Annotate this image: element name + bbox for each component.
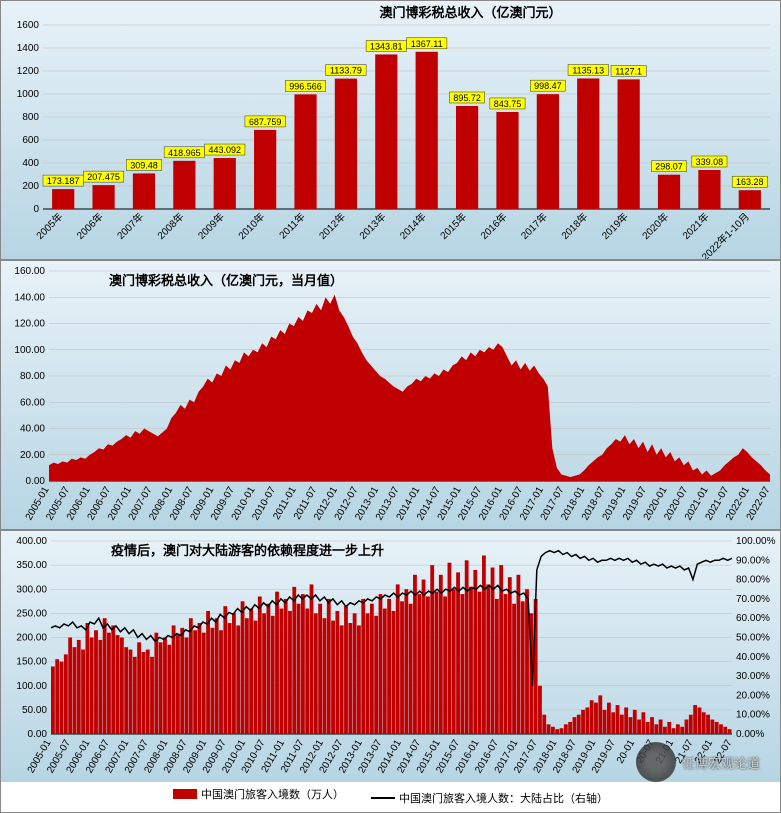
svg-text:418.965: 418.965: [168, 148, 201, 158]
chart3-svg: 0.0050.00100.00150.00200.00250.00300.003…: [1, 531, 780, 782]
svg-text:1133.79: 1133.79: [330, 66, 362, 76]
svg-text:996.566: 996.566: [289, 81, 322, 91]
legend-line-label: 中国澳门旅客入境人数：大陆占比（右轴）: [399, 790, 608, 806]
chart3-legend: 中国澳门旅客入境数（万人） 中国澳门旅客入境人数：大陆占比（右轴）: [1, 782, 780, 810]
svg-text:163.28: 163.28: [736, 177, 764, 187]
svg-text:140.00: 140.00: [14, 292, 45, 303]
svg-text:895.72: 895.72: [453, 93, 481, 103]
svg-text:100.00: 100.00: [16, 681, 47, 692]
svg-text:1367.11: 1367.11: [411, 39, 443, 49]
legend-bar-label: 中国澳门旅客入境数（万人）: [201, 786, 344, 802]
svg-text:150.00: 150.00: [16, 657, 47, 668]
svg-text:309.48: 309.48: [130, 160, 158, 170]
chart2-panel: 0.0020.0040.0060.0080.00100.00120.00140.…: [0, 260, 781, 530]
svg-text:339.08: 339.08: [696, 157, 724, 167]
svg-text:1343.81: 1343.81: [370, 41, 403, 51]
legend-bar-swatch: [173, 789, 197, 799]
svg-text:1127.1: 1127.1: [615, 66, 642, 76]
legend-line: 中国澳门旅客入境人数：大陆占比（右轴）: [371, 790, 608, 806]
svg-text:80.00: 80.00: [20, 371, 45, 382]
svg-text:80.00%: 80.00%: [736, 575, 770, 586]
svg-text:207.475: 207.475: [87, 172, 120, 182]
svg-text:70.00%: 70.00%: [736, 594, 770, 605]
svg-text:澳门博彩税总收入（亿澳门元，当月值）: 澳门博彩税总收入（亿澳门元，当月值）: [109, 273, 343, 288]
legend-line-swatch: [371, 797, 395, 799]
svg-text:443.092: 443.092: [208, 145, 241, 155]
svg-text:200: 200: [22, 181, 39, 192]
svg-text:90.00%: 90.00%: [736, 555, 770, 566]
svg-text:998.47: 998.47: [534, 81, 562, 91]
chart1-svg: 02004006008001000120014001600173.1872005…: [1, 1, 780, 259]
svg-text:200.00: 200.00: [16, 633, 47, 644]
svg-text:20.00%: 20.00%: [736, 690, 770, 701]
svg-text:100.00: 100.00: [14, 345, 45, 356]
svg-text:800: 800: [22, 112, 39, 123]
svg-text:687.759: 687.759: [249, 117, 282, 127]
svg-text:400: 400: [22, 158, 39, 169]
svg-text:600: 600: [22, 135, 39, 146]
svg-text:30.00%: 30.00%: [736, 671, 770, 682]
svg-text:60.00%: 60.00%: [736, 613, 770, 624]
svg-text:1135.13: 1135.13: [572, 65, 604, 75]
svg-text:1400: 1400: [17, 43, 40, 54]
svg-text:1200: 1200: [17, 66, 40, 77]
svg-text:120.00: 120.00: [14, 319, 45, 330]
svg-text:1600: 1600: [17, 20, 40, 31]
chart3-panel: 0.0050.00100.00150.00200.00250.00300.003…: [0, 530, 781, 813]
svg-text:173.187: 173.187: [47, 176, 80, 186]
svg-text:1000: 1000: [17, 89, 40, 100]
svg-text:20.00: 20.00: [20, 450, 45, 461]
svg-text:50.00%: 50.00%: [736, 633, 770, 644]
svg-text:40.00: 40.00: [20, 424, 45, 435]
svg-text:400.00: 400.00: [16, 536, 47, 547]
chart1-panel: 02004006008001000120014001600173.1872005…: [0, 0, 781, 260]
legend-bar: 中国澳门旅客入境数（万人）: [173, 786, 344, 802]
svg-text:350.00: 350.00: [16, 560, 47, 571]
svg-text:843.75: 843.75: [494, 99, 522, 109]
svg-text:60.00: 60.00: [20, 397, 45, 408]
svg-text:10.00%: 10.00%: [736, 710, 770, 721]
svg-text:疫情后，澳门对大陆游客的依赖程度进一步上升: 疫情后，澳门对大陆游客的依赖程度进一步上升: [111, 543, 384, 558]
svg-text:298.07: 298.07: [655, 162, 683, 172]
chart2-svg: 0.0020.0040.0060.0080.00100.00120.00140.…: [1, 261, 780, 529]
svg-text:50.00: 50.00: [22, 705, 47, 716]
svg-text:250.00: 250.00: [16, 608, 47, 619]
svg-text:澳门博彩税总收入（亿澳门元）: 澳门博彩税总收入（亿澳门元）: [379, 5, 561, 20]
svg-text:100.00%: 100.00%: [736, 536, 776, 547]
svg-text:160.00: 160.00: [14, 266, 45, 277]
svg-text:300.00: 300.00: [16, 584, 47, 595]
svg-text:0.00%: 0.00%: [736, 729, 764, 740]
svg-text:0: 0: [33, 204, 39, 215]
svg-text:40.00%: 40.00%: [736, 652, 770, 663]
